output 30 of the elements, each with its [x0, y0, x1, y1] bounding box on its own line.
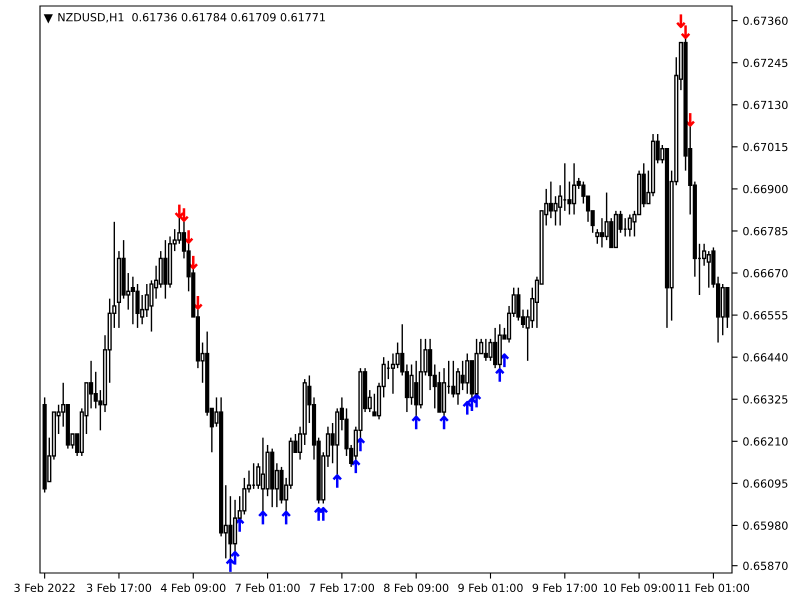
- x-tick-label: 10 Feb 09:00: [604, 583, 675, 592]
- x-tick-label: 8 Feb 09:00: [384, 583, 448, 592]
- text: NZDUSD,H1 0.61736 0.61784 0.61709 0.61771: [58, 13, 325, 23]
- y-tick-label: 0.66670: [743, 269, 788, 278]
- y-tick-label: 0.66440: [743, 353, 788, 362]
- y-tick-label: 0.67360: [743, 16, 788, 26]
- x-tick-label: 11 Feb 01:00: [678, 583, 750, 592]
- x-tick-label: 9 Feb 01:00: [458, 583, 523, 592]
- candlestick: [488, 338, 493, 362]
- y-tick-label: 0.66785: [743, 226, 788, 236]
- x-tick-label: 9 Feb 17:00: [532, 583, 597, 592]
- y-tick-label: 0.66900: [743, 184, 788, 194]
- y-tick-label: 0.66325: [743, 395, 788, 404]
- candlestick: [553, 196, 558, 226]
- y-tick-label: 0.66555: [743, 311, 788, 320]
- y-tick-label: 0.66210: [743, 437, 788, 446]
- y-tick-label: 0.67130: [743, 100, 788, 110]
- candlestick: [567, 180, 572, 216]
- x-tick-label: 7 Feb 17:00: [310, 583, 374, 592]
- y-tick-label: 0.66095: [743, 479, 788, 488]
- y-tick-label: 0.65980: [743, 521, 788, 530]
- x-tick-label: 3 Feb 17:00: [86, 583, 152, 592]
- y-tick-label: 0.65870: [743, 562, 788, 570]
- candlestick: [390, 352, 396, 394]
- x-tick-label: 4 Feb 09:00: [160, 583, 226, 592]
- x-tick-label: 3 Feb 2022: [14, 583, 75, 592]
- x-tick-label: 7 Feb 01:00: [236, 583, 300, 592]
- candlestick: [456, 367, 460, 406]
- y-tick-label: 0.67015: [743, 142, 788, 152]
- y-tick-label: 0.67245: [743, 58, 788, 68]
